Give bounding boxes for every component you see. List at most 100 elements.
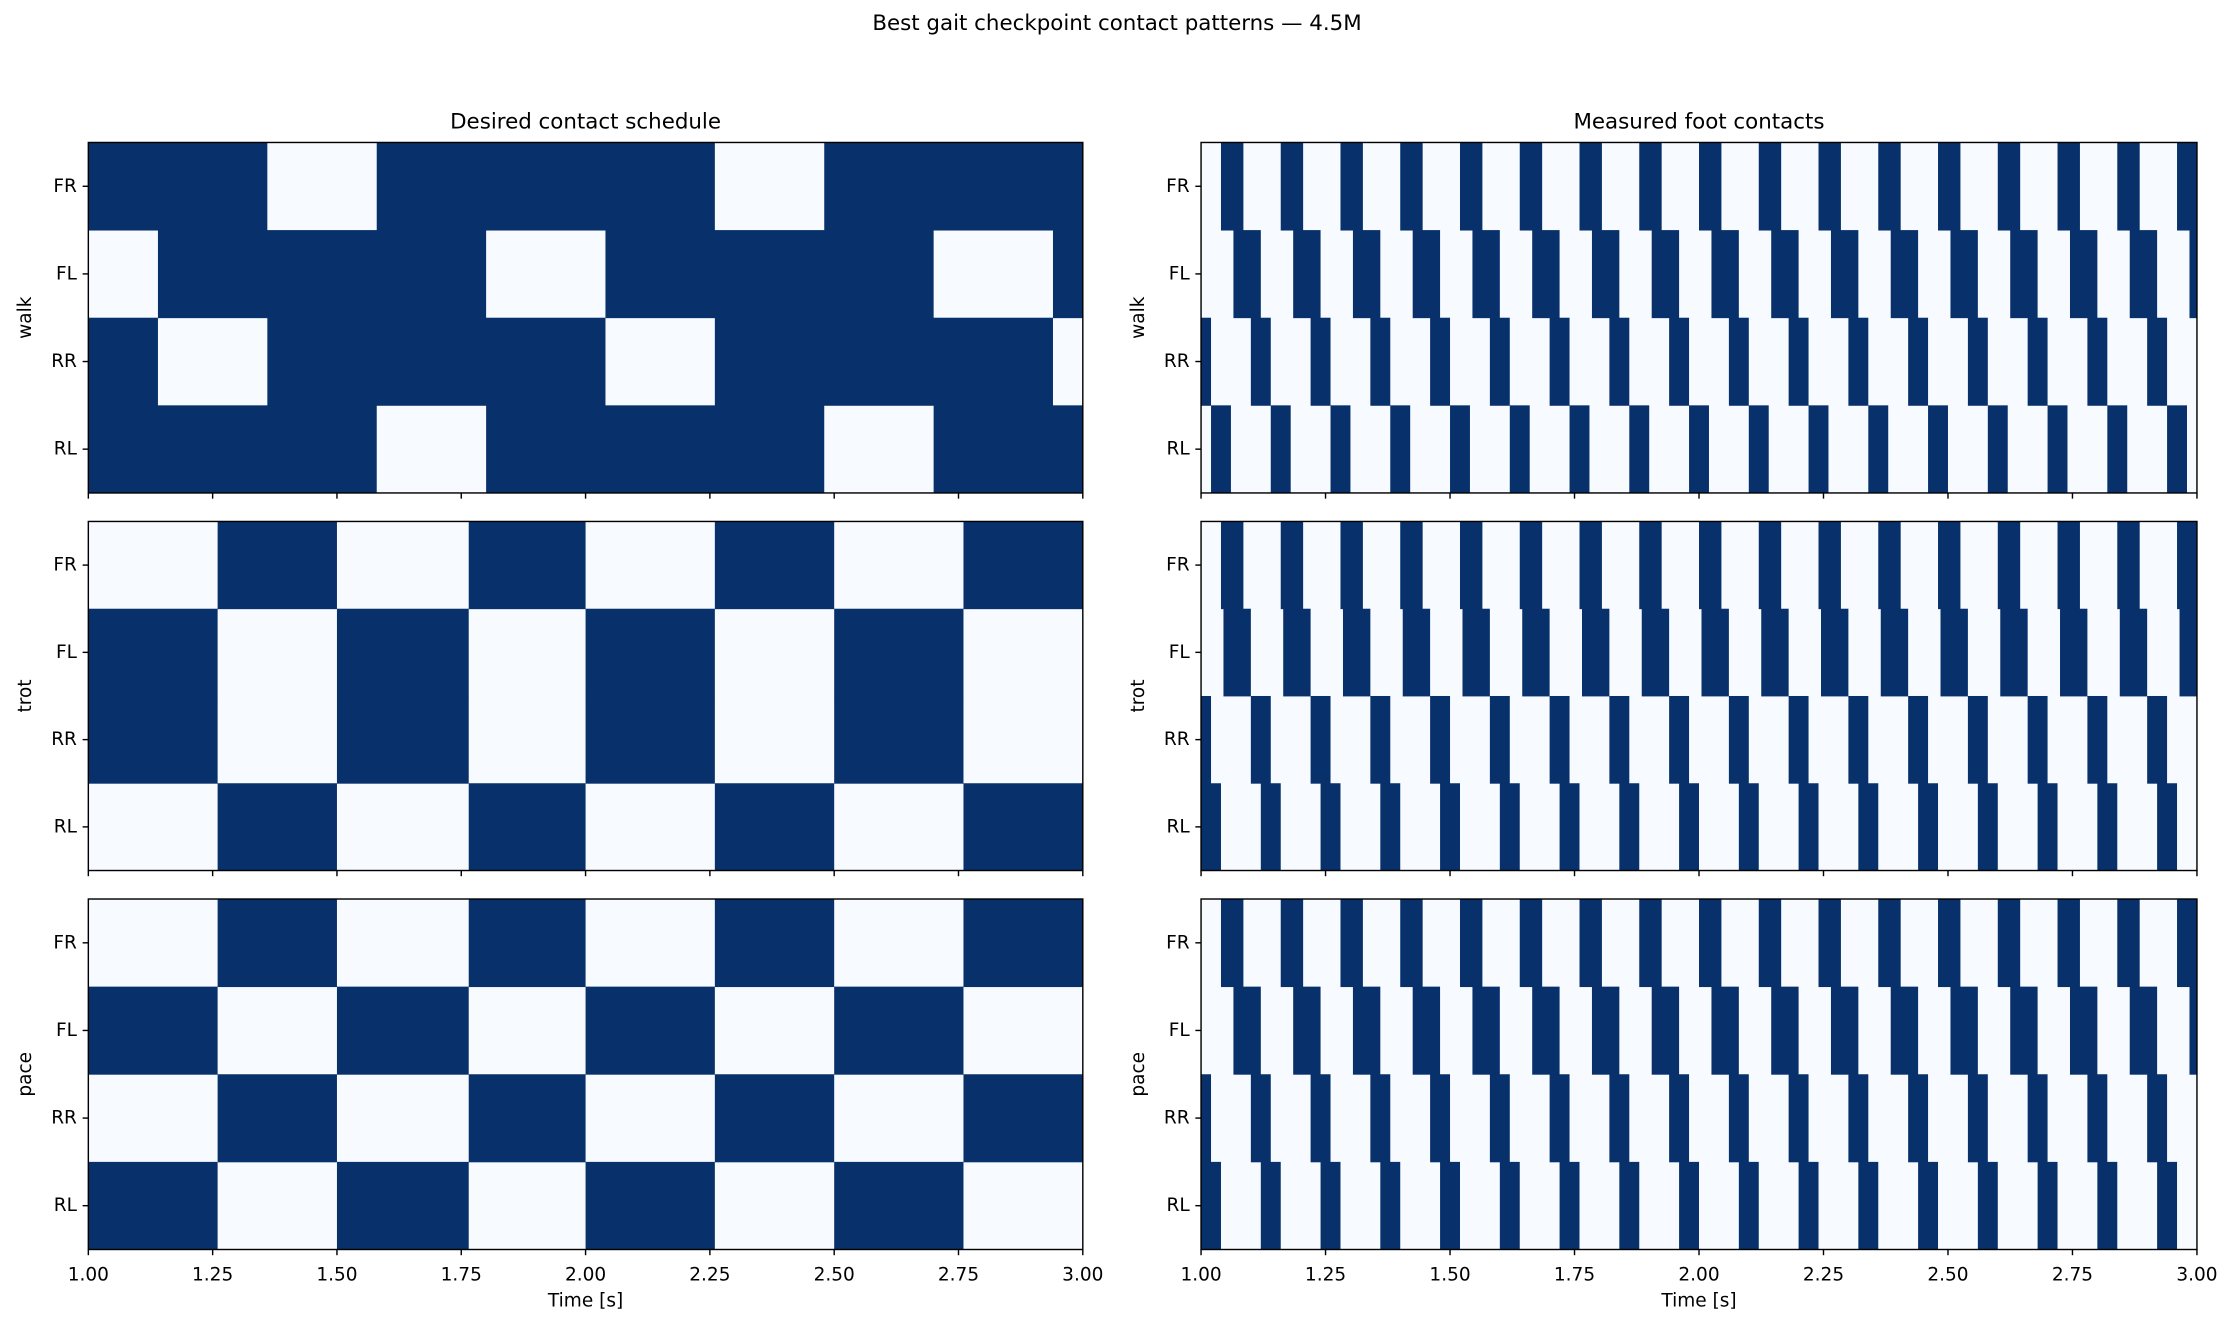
contact-interval bbox=[1489, 317, 1510, 406]
x-tick-label: 2.00 bbox=[565, 1265, 606, 1286]
y-axis-label: pace bbox=[1128, 1052, 1149, 1097]
contact-interval bbox=[1908, 1074, 1929, 1163]
contact-interval bbox=[1233, 230, 1261, 319]
contact-interval bbox=[1250, 695, 1271, 784]
y-tick-label: RL bbox=[54, 816, 78, 837]
contact-interval bbox=[1878, 142, 1901, 231]
contact-interval bbox=[1201, 1161, 1221, 1250]
contact-interval bbox=[1908, 317, 1929, 406]
contact-interval bbox=[1908, 695, 1929, 784]
contact-interval bbox=[1651, 986, 1680, 1075]
contact-interval bbox=[376, 142, 715, 231]
contact-interval bbox=[1830, 986, 1859, 1075]
contact-interval bbox=[1679, 783, 1700, 871]
contact-interval bbox=[2037, 1161, 2058, 1250]
contact-interval bbox=[1280, 899, 1304, 988]
contact-interval bbox=[1639, 521, 1662, 610]
contact-interval bbox=[1758, 899, 1782, 988]
contact-interval bbox=[1472, 230, 1500, 319]
contact-interval bbox=[1581, 608, 1610, 697]
contact-interval bbox=[1370, 317, 1391, 406]
contact-interval bbox=[2000, 608, 2028, 697]
contact-interval bbox=[2027, 1074, 2048, 1163]
contact-interval bbox=[1938, 899, 1961, 988]
contact-interval bbox=[1450, 405, 1470, 494]
contact-interval bbox=[1629, 405, 1650, 494]
contact-interval bbox=[2047, 405, 2068, 494]
contact-interval bbox=[1201, 695, 1212, 784]
contact-interval bbox=[88, 405, 377, 494]
contact-interval bbox=[1651, 230, 1680, 319]
y-tick-label: FL bbox=[56, 642, 78, 663]
x-tick-label: 1.50 bbox=[1429, 1265, 1470, 1286]
contact-interval bbox=[1771, 986, 1799, 1075]
contact-interval bbox=[1400, 521, 1423, 610]
contact-interval bbox=[963, 899, 1083, 988]
y-axis-label: walk bbox=[15, 296, 36, 339]
contact-interval bbox=[2057, 521, 2080, 610]
contact-interval bbox=[1220, 521, 1244, 610]
contact-interval bbox=[2060, 608, 2088, 697]
contact-interval bbox=[88, 142, 268, 231]
contact-interval bbox=[88, 608, 218, 697]
contact-interval bbox=[2177, 521, 2197, 610]
contact-interval bbox=[1940, 608, 1968, 697]
contact-interval bbox=[1330, 405, 1351, 494]
contact-interval bbox=[2117, 142, 2140, 231]
contact-interval bbox=[2157, 783, 2178, 871]
contact-interval bbox=[1639, 899, 1662, 988]
figure-title: Best gait checkpoint contact patterns — … bbox=[872, 11, 1361, 36]
contact-interval bbox=[1489, 1074, 1510, 1163]
x-tick-label: 2.50 bbox=[1927, 1265, 1968, 1286]
contact-interval bbox=[217, 783, 337, 871]
contact-interval bbox=[1400, 142, 1423, 231]
contact-interval bbox=[1798, 1161, 1819, 1250]
contact-interval bbox=[1472, 986, 1500, 1075]
contact-interval bbox=[1549, 695, 1570, 784]
x-tick-label: 2.25 bbox=[689, 1265, 730, 1286]
contact-interval bbox=[1310, 1074, 1331, 1163]
contact-interval bbox=[1728, 695, 1749, 784]
contact-interval bbox=[1977, 1161, 1998, 1250]
y-tick-label: RL bbox=[1166, 1195, 1190, 1216]
contact-interval bbox=[1352, 986, 1381, 1075]
contact-interval bbox=[1370, 695, 1391, 784]
contact-interval bbox=[1997, 142, 2021, 231]
contact-interval bbox=[1788, 317, 1809, 406]
contact-interval bbox=[1938, 142, 1961, 231]
contact-interval bbox=[1459, 521, 1483, 610]
contact-interval bbox=[963, 783, 1083, 871]
contact-interval bbox=[1549, 317, 1570, 406]
contact-interval bbox=[1669, 317, 1690, 406]
contact-interval bbox=[1430, 1074, 1451, 1163]
x-axis-label: Time [s] bbox=[547, 1290, 623, 1311]
contact-interval bbox=[1771, 230, 1799, 319]
contact-interval bbox=[1798, 783, 1819, 871]
contact-interval bbox=[933, 405, 1083, 494]
contact-interval bbox=[1201, 317, 1212, 406]
contact-interval bbox=[1283, 608, 1311, 697]
contact-interval bbox=[217, 521, 337, 610]
y-tick-label: RR bbox=[51, 729, 77, 750]
contact-interval bbox=[1987, 405, 2008, 494]
y-tick-label: FR bbox=[53, 176, 77, 197]
contact-interval bbox=[1293, 230, 1321, 319]
contact-interval bbox=[605, 230, 934, 319]
contact-interval bbox=[1821, 608, 1849, 697]
contact-interval bbox=[336, 695, 469, 784]
x-tick-label: 1.75 bbox=[441, 1265, 482, 1286]
y-tick-label: FR bbox=[53, 932, 77, 953]
contact-interval bbox=[1430, 695, 1451, 784]
y-tick-label: RL bbox=[54, 1195, 78, 1216]
contact-interval bbox=[1848, 317, 1869, 406]
contact-interval bbox=[1519, 899, 1543, 988]
contact-interval bbox=[1380, 783, 1401, 871]
contact-interval bbox=[336, 1161, 469, 1250]
x-tick-label: 2.25 bbox=[1803, 1265, 1844, 1286]
contact-interval bbox=[824, 142, 1083, 231]
contact-interval bbox=[1950, 230, 1978, 319]
contact-interval bbox=[585, 986, 715, 1075]
contact-interval bbox=[1699, 521, 1722, 610]
contact-interval bbox=[2057, 899, 2080, 988]
